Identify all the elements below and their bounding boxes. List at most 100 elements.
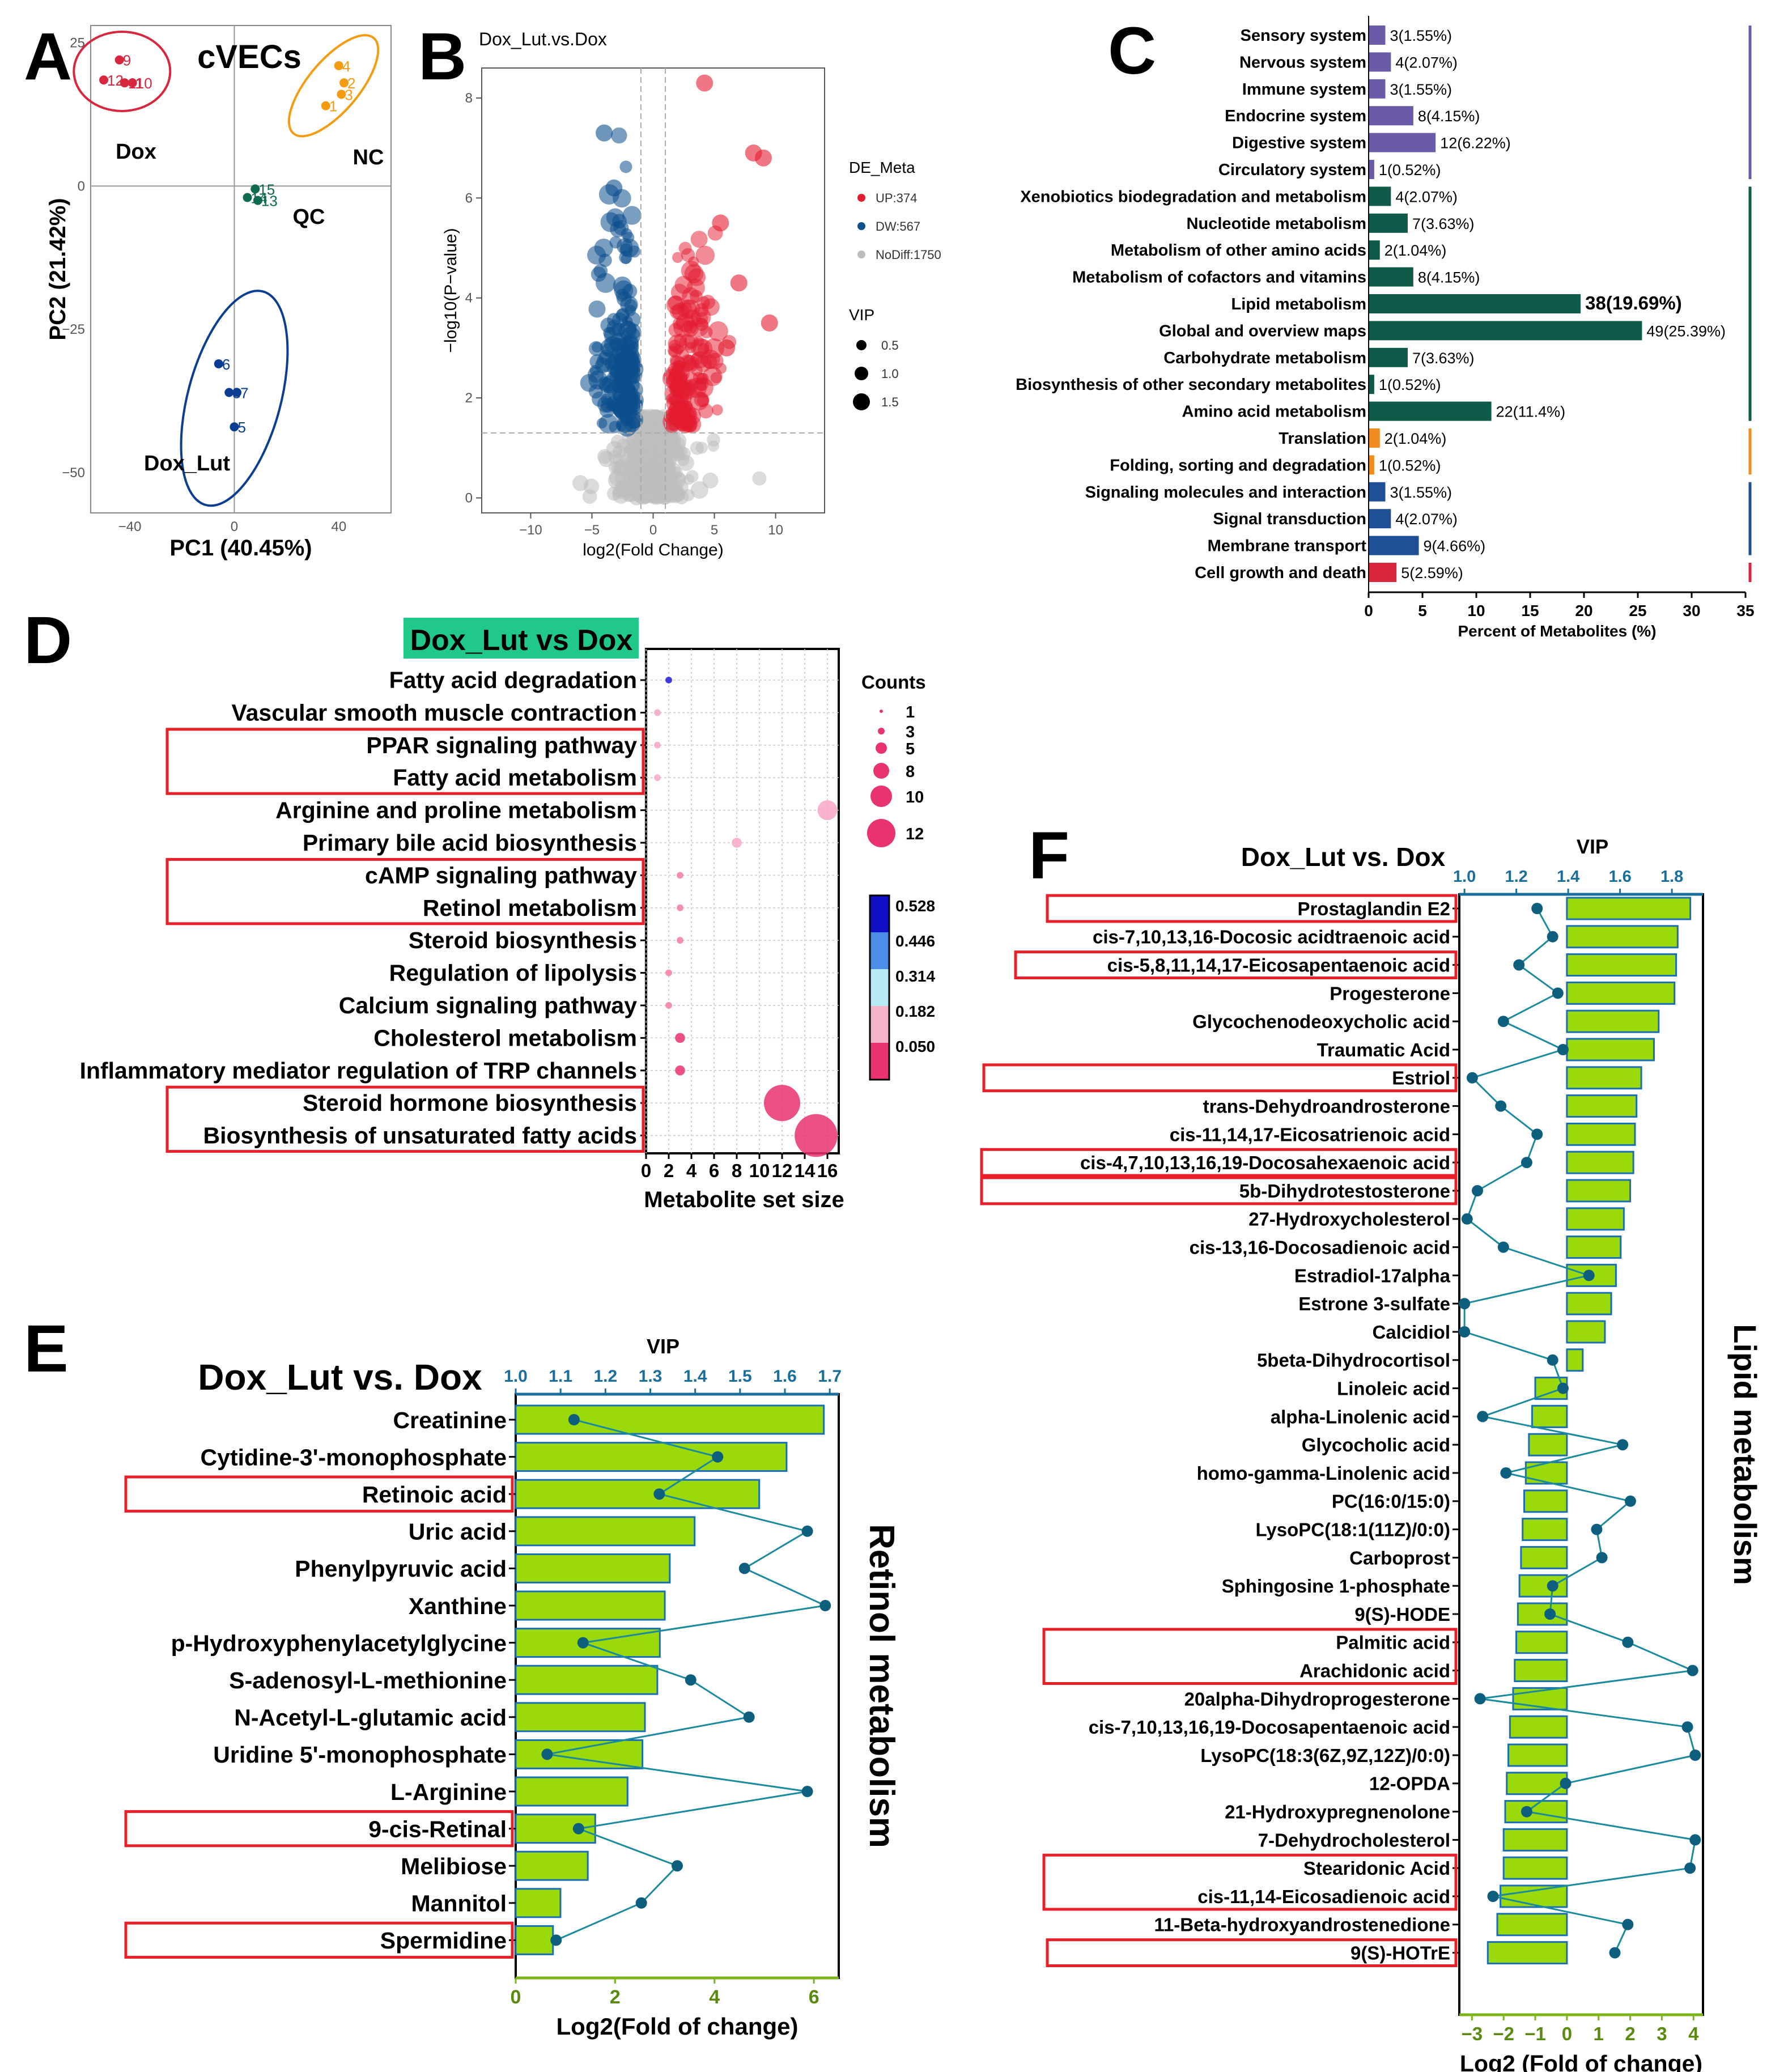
metabolite-label: Xanthine	[409, 1593, 507, 1619]
plot-frame	[645, 648, 840, 1154]
vip-point	[1557, 1044, 1569, 1055]
x-tick-label: 10	[1467, 602, 1485, 619]
up-point	[718, 339, 736, 356]
counts-legend-label: 10	[906, 788, 924, 806]
color-legend-label: 0.528	[895, 897, 935, 915]
bar-biosynthesis-of-other-secondary-metabolites	[1369, 375, 1374, 394]
nodiff-point	[690, 481, 708, 499]
metabolite-label: 21-Hydroxypregnenolone	[1225, 1801, 1450, 1822]
data-point	[253, 196, 262, 205]
bar-glycochenodeoxycholic-acid	[1566, 1009, 1660, 1033]
bar-creatinine	[515, 1404, 825, 1435]
bar-value-label: 8(4.15%)	[1418, 269, 1480, 286]
bar-cis-4-7-10-13-16-19-docosahexaenoic-acid	[1566, 1150, 1634, 1174]
color-legend-swatch	[870, 932, 889, 969]
category-label: Nucleotide metabolism	[1187, 215, 1366, 233]
down-point	[609, 363, 626, 380]
metabolite-label: Spermidine	[380, 1927, 507, 1954]
highlight-box	[165, 857, 645, 925]
x-tick-label: 0	[231, 519, 238, 534]
metabolite-label: LysoPC(18:3(6Z,9Z,12Z)/0:0)	[1200, 1745, 1450, 1766]
highlight-box	[980, 1148, 1458, 1177]
data-point	[224, 388, 234, 397]
down-point	[588, 300, 606, 318]
up-point	[685, 342, 696, 354]
vip-point	[1622, 1636, 1634, 1648]
nodiff-point	[702, 472, 719, 489]
plot-frame	[90, 25, 392, 513]
category-label: Nervous system	[1239, 53, 1366, 71]
vip-point	[635, 1897, 647, 1909]
panel-letter-f: F	[1029, 818, 1069, 893]
bar-uridine-5-monophosphate	[515, 1739, 644, 1769]
point-regulation-of-lipolysis	[665, 969, 672, 976]
bar-9-s-hode	[1517, 1602, 1568, 1626]
metabolite-label: 5b-Dihydrotestosterone	[1239, 1181, 1450, 1201]
vip-tick-label: 1.7	[818, 1367, 842, 1386]
color-legend-swatch	[870, 895, 889, 932]
vip-point	[1552, 987, 1564, 999]
metabolite-label: 27-Hydroxycholesterol	[1248, 1209, 1450, 1230]
data-point	[128, 78, 137, 88]
down-point	[614, 346, 634, 367]
y-tick-label: 6	[465, 190, 473, 206]
up-point	[690, 290, 703, 303]
down-point	[605, 400, 617, 411]
bar-traumatic-acid	[1566, 1038, 1655, 1062]
point-label: 1	[329, 98, 337, 115]
up-point	[687, 268, 706, 286]
bar-7-dehydrocholesterol	[1502, 1828, 1568, 1852]
vip-point	[1521, 1806, 1532, 1818]
nodiff-point	[640, 448, 657, 466]
bar-homo-gamma-linolenic-acid	[1524, 1461, 1568, 1485]
vip-tick-label: 1.0	[1453, 868, 1476, 886]
down-point	[620, 295, 638, 314]
vip-point	[1617, 1439, 1629, 1451]
x-tick-label: 0	[1364, 602, 1373, 619]
legend-label: UP:374	[876, 191, 917, 205]
x-axis-label: Log2(Fold of change)	[557, 2013, 799, 2040]
fc-tick-label: 2	[1625, 2023, 1635, 2044]
counts-legend-label: 8	[906, 763, 915, 781]
counts-legend-marker	[867, 819, 895, 847]
up-point	[704, 338, 724, 359]
bar-12-opda	[1506, 1772, 1568, 1795]
up-point	[679, 415, 695, 431]
point-label: 3	[345, 86, 352, 103]
confidence-ellipse-dox-lut	[180, 290, 289, 507]
highlight-box	[1042, 1853, 1458, 1911]
x-tick-label: 35	[1736, 602, 1754, 619]
bar-xenobiotics-biodegradation-and-metabolism	[1369, 186, 1391, 206]
vip-point	[1622, 1918, 1634, 1930]
category-label: Lipid metabolism	[1231, 295, 1366, 313]
point-arginine-and-proline-metabolism	[817, 800, 838, 821]
bar-cell-growth-and-death	[1369, 563, 1397, 582]
bar-11-beta-hydroxyandrostenedione	[1496, 1913, 1568, 1937]
metabolite-label: homo-gamma-Linolenic acid	[1197, 1463, 1450, 1484]
point-label: 10	[136, 75, 152, 92]
metabolite-label: cis-4,7,10,13,16,19-Docosahexaenoic acid	[1080, 1152, 1450, 1173]
vip-point	[1689, 1834, 1701, 1846]
down-point	[587, 245, 606, 265]
down-point	[591, 266, 606, 282]
bar-value-label: 7(3.63%)	[1412, 215, 1475, 232]
x-axis-label: log2(Fold Change)	[583, 541, 723, 559]
metabolite-label: N-Acetyl-L-glutamic acid	[234, 1705, 507, 1731]
bar-glycocholic-acid	[1528, 1433, 1568, 1457]
category-label: Global and overview maps	[1159, 322, 1366, 340]
category-label: Cell growth and death	[1195, 564, 1366, 582]
vip-point	[1459, 1326, 1471, 1338]
vip-tick-label: 1.3	[639, 1367, 662, 1386]
fc-tick-label: 6	[809, 1986, 819, 2008]
metabolite-label: Arachidonic acid	[1299, 1660, 1450, 1681]
bar-trans-dehydroandrosterone	[1566, 1094, 1638, 1118]
bar-immune-system	[1369, 79, 1386, 99]
bar-folding-sorting-and-degradation	[1369, 455, 1374, 475]
panel-letter-d: D	[24, 603, 72, 678]
fc-tick-label: 2	[610, 1986, 621, 2008]
x-tick-label: 0	[641, 1160, 651, 1181]
bar-retinoic-acid	[515, 1479, 761, 1509]
nodiff-point	[752, 471, 767, 486]
metabolite-label: Prostaglandin E2	[1297, 898, 1450, 919]
vip-point	[1500, 1467, 1512, 1479]
